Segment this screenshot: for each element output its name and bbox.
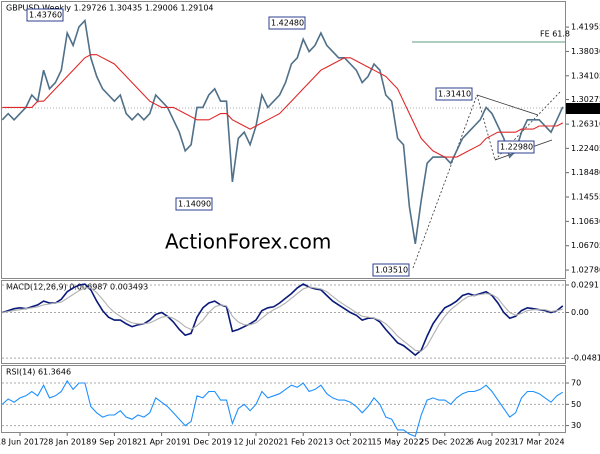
y-tick-label: 1.26310: [571, 120, 600, 129]
rsi-title: RSI(14) 61.3646: [6, 368, 71, 377]
annotation-box: [372, 263, 410, 277]
y-tick-label: 1.10630: [571, 217, 600, 226]
last-price: 1.29104: [568, 104, 600, 113]
x-tick-label: 25 Dec 2022: [419, 438, 470, 447]
y-tick-label: 0.029114: [571, 280, 600, 289]
watermark: ActionForex.com: [165, 230, 331, 254]
y-tick-label: -0.048189: [571, 354, 600, 363]
annotation: 1.14090: [178, 200, 211, 209]
fib-dashed: [412, 94, 478, 269]
series-line: [1, 18, 564, 245]
x-tick-label: 18 Jun 2017: [0, 438, 44, 447]
macd-title: MACD(12,26,9) 0.006987 0.003493: [6, 283, 148, 292]
annotation: 1.22980: [500, 143, 533, 152]
price-panel: [1, 1, 566, 279]
fib-dashed: [476, 94, 496, 161]
annotation-box: [497, 140, 535, 154]
x-tick-label: 28 Jan 2018: [43, 438, 91, 447]
x-tick-label: 9 Sep 2018: [92, 438, 138, 447]
y-tick-label: 1.06705: [571, 241, 600, 250]
last-price-box: [566, 103, 600, 114]
y-tick-label: 30: [571, 421, 581, 430]
y-tick-label: 1.38030: [571, 47, 600, 56]
x-tick-label: 21 Apr 2019: [137, 438, 186, 447]
triangle-upper: [476, 94, 539, 116]
x-tick-label: 1 Dec 2019: [186, 438, 232, 447]
macd-panel: [1, 280, 566, 364]
rsi-panel: [1, 365, 566, 433]
annotation-box: [268, 16, 306, 30]
annotation-box: [435, 87, 473, 101]
annotation: FE 61.8: [540, 30, 570, 39]
x-tick-label: 17 Mar 2024: [514, 438, 565, 447]
series-line: [1, 379, 564, 438]
y-tick-label: 1.14555: [571, 193, 600, 202]
series-line: [2, 54, 564, 158]
x-tick-label: 15 May 2022: [372, 438, 424, 447]
annotation: 1.03510: [375, 266, 408, 275]
annotation-box: [175, 197, 213, 211]
y-tick-label: 1.22405: [571, 144, 600, 153]
annotation: 1.31410: [438, 90, 471, 99]
annotation-box: [26, 8, 64, 22]
series-line: [2, 283, 564, 357]
y-tick-label: 1.30275: [571, 95, 600, 104]
y-tick-label: 1.18480: [571, 168, 600, 177]
x-tick-label: 21 Feb 2021: [278, 438, 328, 447]
y-tick-label: 1.34105: [571, 71, 600, 80]
y-tick-label: 70: [571, 379, 581, 388]
annotation: 1.42480: [271, 19, 304, 28]
y-tick-label: 1.41955: [571, 23, 600, 32]
y-tick-label: 50: [571, 400, 581, 409]
price-title: GBPUSD,Weekly 1.29726 1.30435 1.29006 1.…: [6, 4, 214, 13]
x-tick-label: 3 Oct 2021: [328, 438, 372, 447]
y-tick-label: 0.00: [571, 308, 589, 317]
trend-lines: [2, 41, 565, 269]
x-tick-label: 12 Jul 2020: [233, 438, 278, 447]
annotation: 1.43760: [29, 11, 62, 20]
x-tick-label: 6 Aug 2023: [469, 438, 515, 447]
series-line: [2, 286, 563, 352]
